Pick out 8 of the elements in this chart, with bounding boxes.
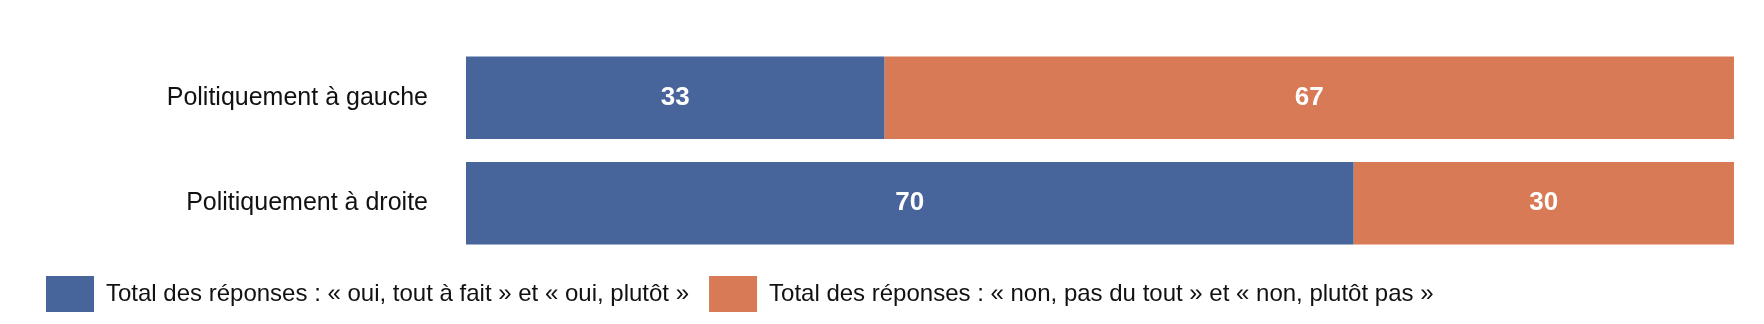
data-label: 33: [660, 80, 690, 111]
data-label: 30: [1529, 186, 1559, 217]
y-tick-label: Politiquement à gauche: [166, 81, 428, 110]
y-tick-label: Politiquement à droite: [186, 187, 428, 216]
data-label: 70: [895, 186, 925, 217]
data-label: 67: [1294, 80, 1324, 111]
legend-label: Total des réponses : « oui, tout à fait » et « oui, plutôt »: [106, 278, 690, 306]
legend-label: Total des réponses : « non, pas du tout » et « non, plutôt pas »: [769, 278, 1434, 306]
